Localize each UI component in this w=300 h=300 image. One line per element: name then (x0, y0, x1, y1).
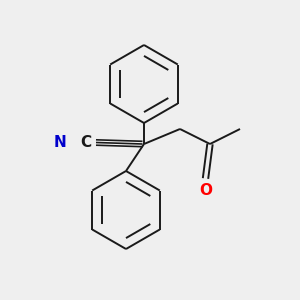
Text: N: N (54, 135, 66, 150)
Text: C: C (80, 135, 91, 150)
Text: O: O (199, 183, 212, 198)
